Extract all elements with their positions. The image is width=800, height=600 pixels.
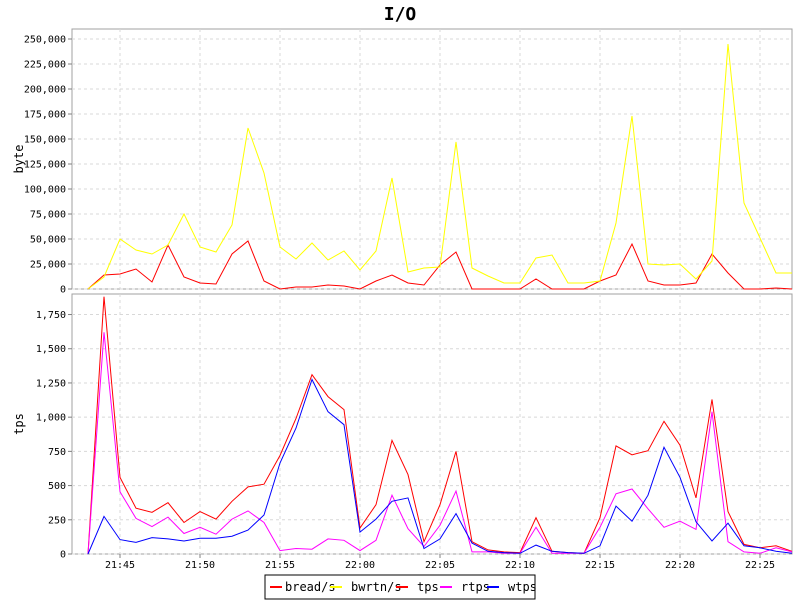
x-tick-label: 22:10 bbox=[505, 560, 535, 571]
series-line-wtps bbox=[87, 378, 793, 555]
tps-panel: 0 250 500 750 1,000 1,250 1,500 1,750 tps 21:45 21… bbox=[12, 293, 793, 571]
y-tick-label: 1,250 bbox=[36, 378, 66, 389]
series-line-bwrtn-s bbox=[87, 43, 792, 290]
y-tick-label: 500 bbox=[48, 481, 66, 492]
y-tick-label: 1,500 bbox=[36, 344, 66, 355]
y-tick-label: 50,000 bbox=[30, 235, 66, 246]
x-tick-label: 22:20 bbox=[665, 560, 695, 571]
y-tick-label: 25,000 bbox=[30, 260, 66, 271]
series-line-rtps bbox=[87, 332, 793, 555]
plot-area bbox=[71, 293, 793, 555]
y-tick-label: 150,000 bbox=[24, 135, 66, 146]
series-line-tps bbox=[87, 296, 793, 555]
x-tick-label: 21:50 bbox=[185, 560, 215, 571]
y-tick-label: 125,000 bbox=[24, 160, 66, 171]
y-tick-label: 250,000 bbox=[24, 35, 66, 46]
byte-panel: 0 25,000 50,000 75,000 100,000 125,000 150,000… bbox=[12, 28, 793, 296]
y-tick-label: 750 bbox=[48, 447, 66, 458]
y-tick-label: 200,000 bbox=[24, 85, 66, 96]
y-tick-label: 250 bbox=[48, 515, 66, 526]
y-tick-label: 225,000 bbox=[24, 60, 66, 71]
x-tick-label: 22:00 bbox=[345, 560, 375, 571]
x-tick-label: 22:25 bbox=[745, 560, 775, 571]
y-tick-label: 1,000 bbox=[36, 413, 66, 424]
legend-label-bwrtn-s: bwrtn/s bbox=[351, 580, 402, 594]
legend-label-tps: tps bbox=[417, 580, 439, 594]
x-tick-label: 21:55 bbox=[265, 560, 295, 571]
y-axis-label: tps bbox=[12, 413, 26, 435]
y-tick-label: 0 bbox=[60, 550, 66, 561]
y-tick-label: 75,000 bbox=[30, 210, 66, 221]
x-tick-label: 22:15 bbox=[585, 560, 615, 571]
legend-label-rtps: rtps bbox=[461, 580, 490, 594]
y-tick-label: 1,750 bbox=[36, 310, 66, 321]
y-tick-label: 175,000 bbox=[24, 110, 66, 121]
y-tick-label: 0 bbox=[60, 285, 66, 296]
plot-area bbox=[71, 28, 793, 290]
chart-title: I/O bbox=[384, 4, 417, 25]
y-axis-label: byte bbox=[12, 145, 26, 174]
legend: bread/s bwrtn/s tps rtps wtps bbox=[264, 574, 537, 600]
x-tick-label: 21:45 bbox=[105, 560, 135, 571]
legend-label-wtps: wtps bbox=[508, 580, 537, 594]
x-tick-label: 22:05 bbox=[425, 560, 455, 571]
y-tick-label: 100,000 bbox=[24, 185, 66, 196]
legend-label-bread-s: bread/s bbox=[285, 580, 336, 594]
